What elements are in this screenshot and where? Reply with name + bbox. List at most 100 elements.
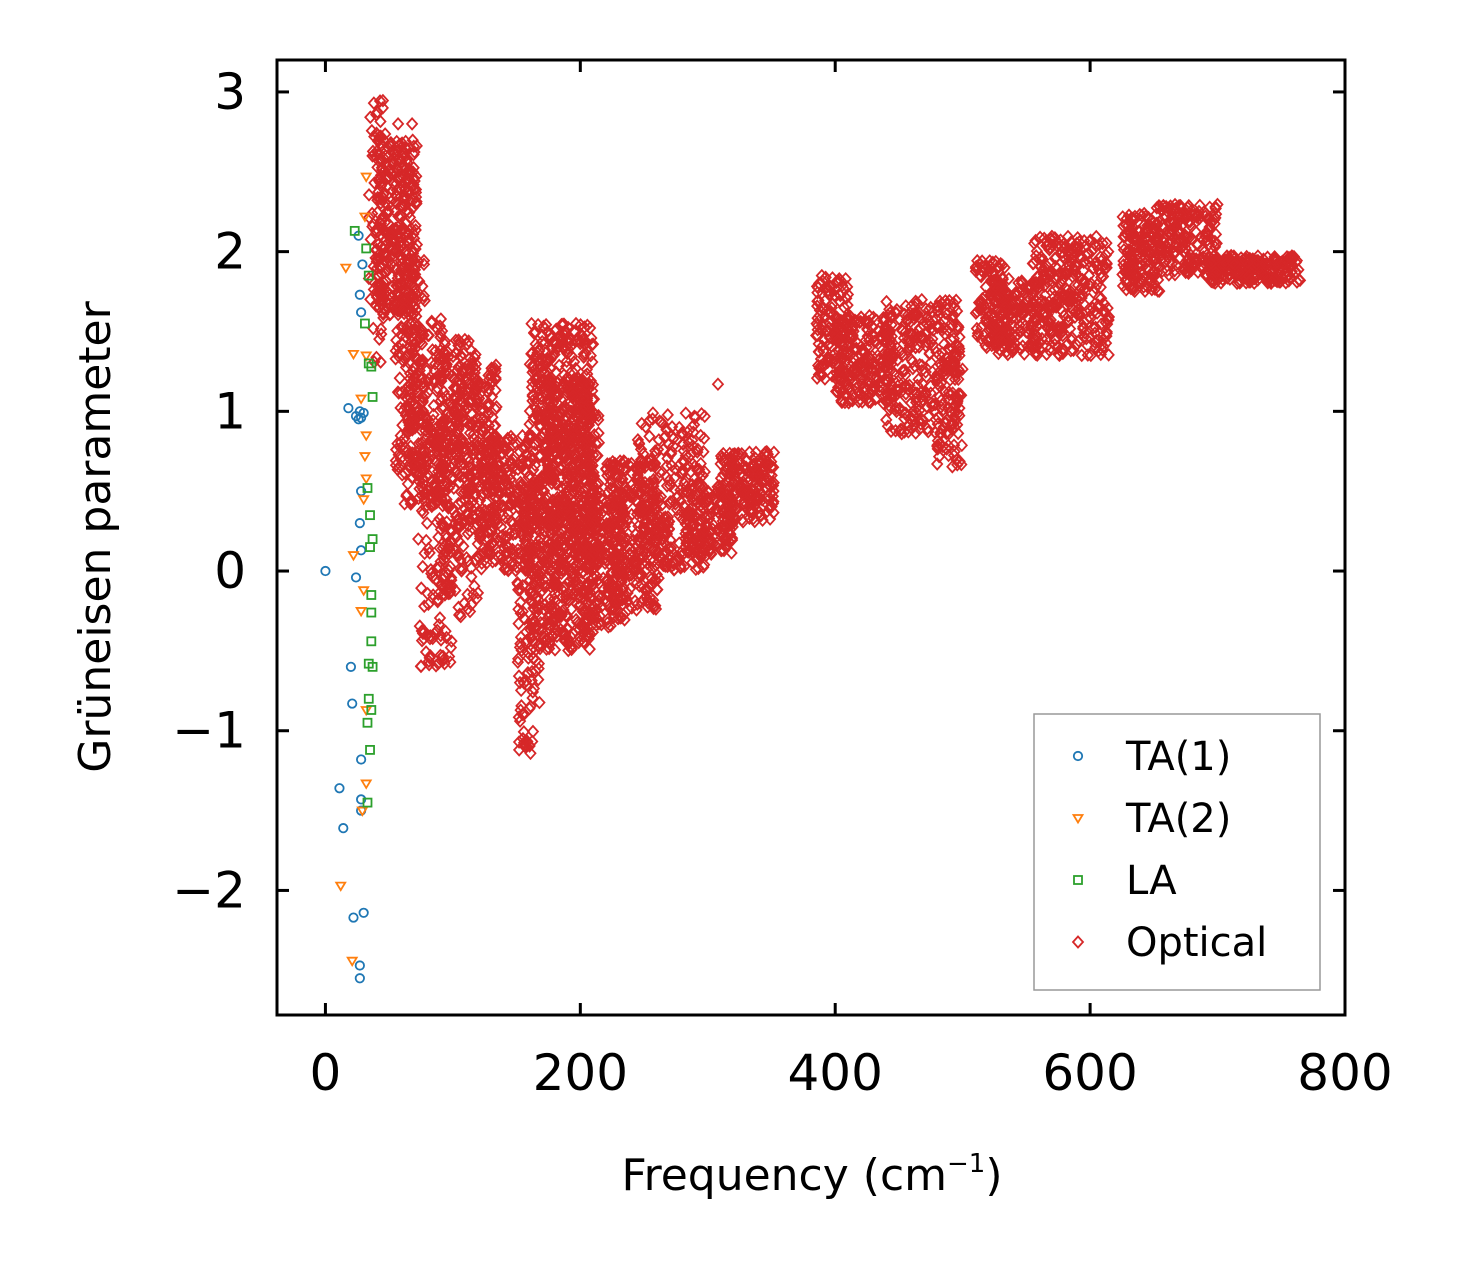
data-point-optical [899, 299, 913, 313]
data-point-optical [389, 204, 402, 219]
data-point-optical [415, 440, 429, 455]
data-point-optical [915, 292, 928, 307]
data-point-optical [400, 153, 413, 167]
data-point-optical [402, 415, 415, 430]
data-point-optical [457, 539, 470, 554]
data-point-optical [938, 327, 952, 341]
data-point-optical [582, 542, 596, 557]
data-point-optical [691, 445, 704, 459]
data-point-optical [565, 349, 579, 364]
data-point-optical [854, 372, 867, 386]
data-point-optical [431, 482, 444, 497]
data-point-optical [811, 322, 824, 337]
data-point-optical [862, 333, 876, 348]
data-point-optical [370, 290, 384, 304]
data-point-optical [507, 527, 520, 542]
data-point-optical [371, 269, 384, 284]
data-point-optical [411, 318, 424, 333]
data-point-optical [374, 136, 387, 151]
data-point-optical [675, 425, 689, 440]
data-point-optical [817, 333, 831, 348]
data-point-optical [543, 543, 556, 558]
data-point-optical [464, 561, 478, 575]
data-point-optical [695, 406, 708, 421]
data-point-optical [948, 444, 961, 459]
data-point-optical [567, 541, 580, 555]
data-point-optical [702, 492, 715, 507]
data-point-optical [498, 442, 511, 457]
data-point-optical [829, 289, 842, 304]
data-point-optical [686, 555, 699, 570]
data-point-optical [402, 379, 415, 393]
data-point-optical [395, 250, 408, 265]
data-point-optical [843, 393, 856, 408]
data-point-optical [936, 439, 950, 454]
data-point-optical [422, 468, 435, 483]
data-point-optical [642, 414, 656, 428]
data-point-optical [954, 388, 968, 403]
data-point-optical [514, 636, 527, 651]
data-point-optical [409, 457, 422, 471]
data-point-optical [929, 312, 943, 326]
data-point-optical [530, 576, 543, 591]
data-point-optical [416, 353, 429, 367]
data-point-optical [763, 478, 776, 493]
data-point-optical [480, 495, 493, 510]
data-point-optical [943, 293, 956, 308]
data-point-optical [698, 464, 711, 479]
data-point-optical [617, 454, 631, 468]
data-point-optical [516, 440, 529, 455]
data-point-optical [727, 500, 740, 515]
data-point-optical [546, 564, 559, 578]
data-point-optical [840, 279, 854, 294]
data-point-optical [818, 372, 832, 386]
data-point-optical [512, 499, 525, 514]
data-point-optical [628, 556, 641, 571]
data-point-optical [881, 308, 894, 322]
data-point-optical [518, 533, 532, 548]
data-point-optical [472, 391, 486, 406]
data-point-optical [612, 564, 626, 578]
data-point-optical [941, 307, 954, 321]
data-point-optical [369, 299, 383, 313]
data-point-optical [853, 315, 866, 329]
data-point-optical [392, 138, 405, 153]
data-point-optical [651, 442, 665, 457]
data-point-optical [863, 352, 877, 367]
data-point-optical [815, 268, 829, 283]
data-point-optical [949, 412, 962, 427]
data-point-optical [394, 223, 407, 237]
data-point-optical [901, 342, 915, 357]
data-point-optical [816, 301, 829, 316]
data-point-optical [584, 589, 598, 604]
data-point-optical [468, 579, 481, 593]
data-point-optical [435, 416, 449, 430]
data-point-optical [570, 517, 583, 532]
data-point-optical [511, 655, 525, 670]
data-point-optical [449, 509, 463, 524]
data-point-optical [489, 461, 502, 475]
data-point-optical [525, 316, 538, 331]
data-point-optical [545, 330, 559, 345]
data-point-optical [572, 635, 585, 650]
data-point-optical [825, 314, 839, 328]
data-point-optical [526, 691, 539, 705]
data-point-optical [739, 453, 753, 468]
data-point-optical [481, 435, 495, 449]
data-point-optical [561, 631, 575, 646]
data-point-optical [476, 546, 490, 561]
data-point-optical [409, 451, 423, 465]
data-point-optical [548, 592, 561, 606]
data-point-optical [384, 249, 398, 263]
data-point-optical [401, 463, 415, 478]
data-point-optical [527, 325, 541, 340]
data-point-optical [380, 171, 394, 186]
data-point-optical [550, 517, 564, 532]
data-point-optical [919, 302, 933, 316]
data-point-optical [534, 377, 547, 391]
data-point-optical [419, 388, 432, 403]
data-point-optical [413, 467, 426, 482]
data-point-optical [394, 276, 408, 291]
data-point-optical [714, 494, 727, 509]
data-point-optical [567, 587, 581, 601]
